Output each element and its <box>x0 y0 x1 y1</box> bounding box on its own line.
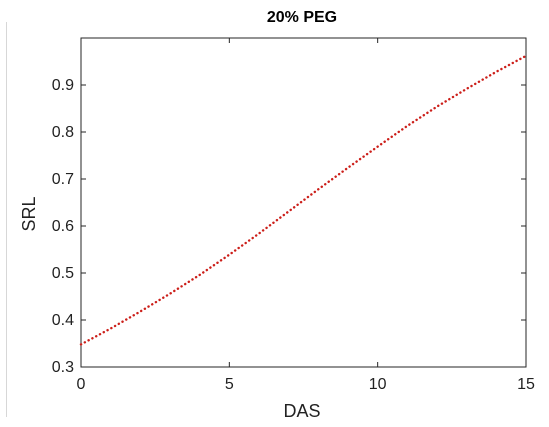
x-tick-label: 10 <box>369 376 387 393</box>
x-axis-label: DAS <box>283 401 320 421</box>
x-tick-label: 0 <box>77 376 86 393</box>
y-tick-label: 0.9 <box>52 77 74 94</box>
plot-area <box>80 37 527 368</box>
panel-left-border <box>6 22 7 417</box>
y-axis-label: SRL <box>19 196 39 231</box>
y-tick-label: 0.5 <box>52 265 74 282</box>
y-tick-label: 0.7 <box>52 171 74 188</box>
y-tick-label: 0.4 <box>52 312 74 329</box>
x-tick-label: 15 <box>517 376 535 393</box>
data-series-line <box>79 54 528 346</box>
chart-title: 20% PEG <box>267 9 337 26</box>
y-tick-label: 0.8 <box>52 124 74 141</box>
x-tick-label: 5 <box>225 376 234 393</box>
y-tick-label: 0.6 <box>52 218 74 235</box>
y-tick-label: 0.3 <box>52 359 74 376</box>
